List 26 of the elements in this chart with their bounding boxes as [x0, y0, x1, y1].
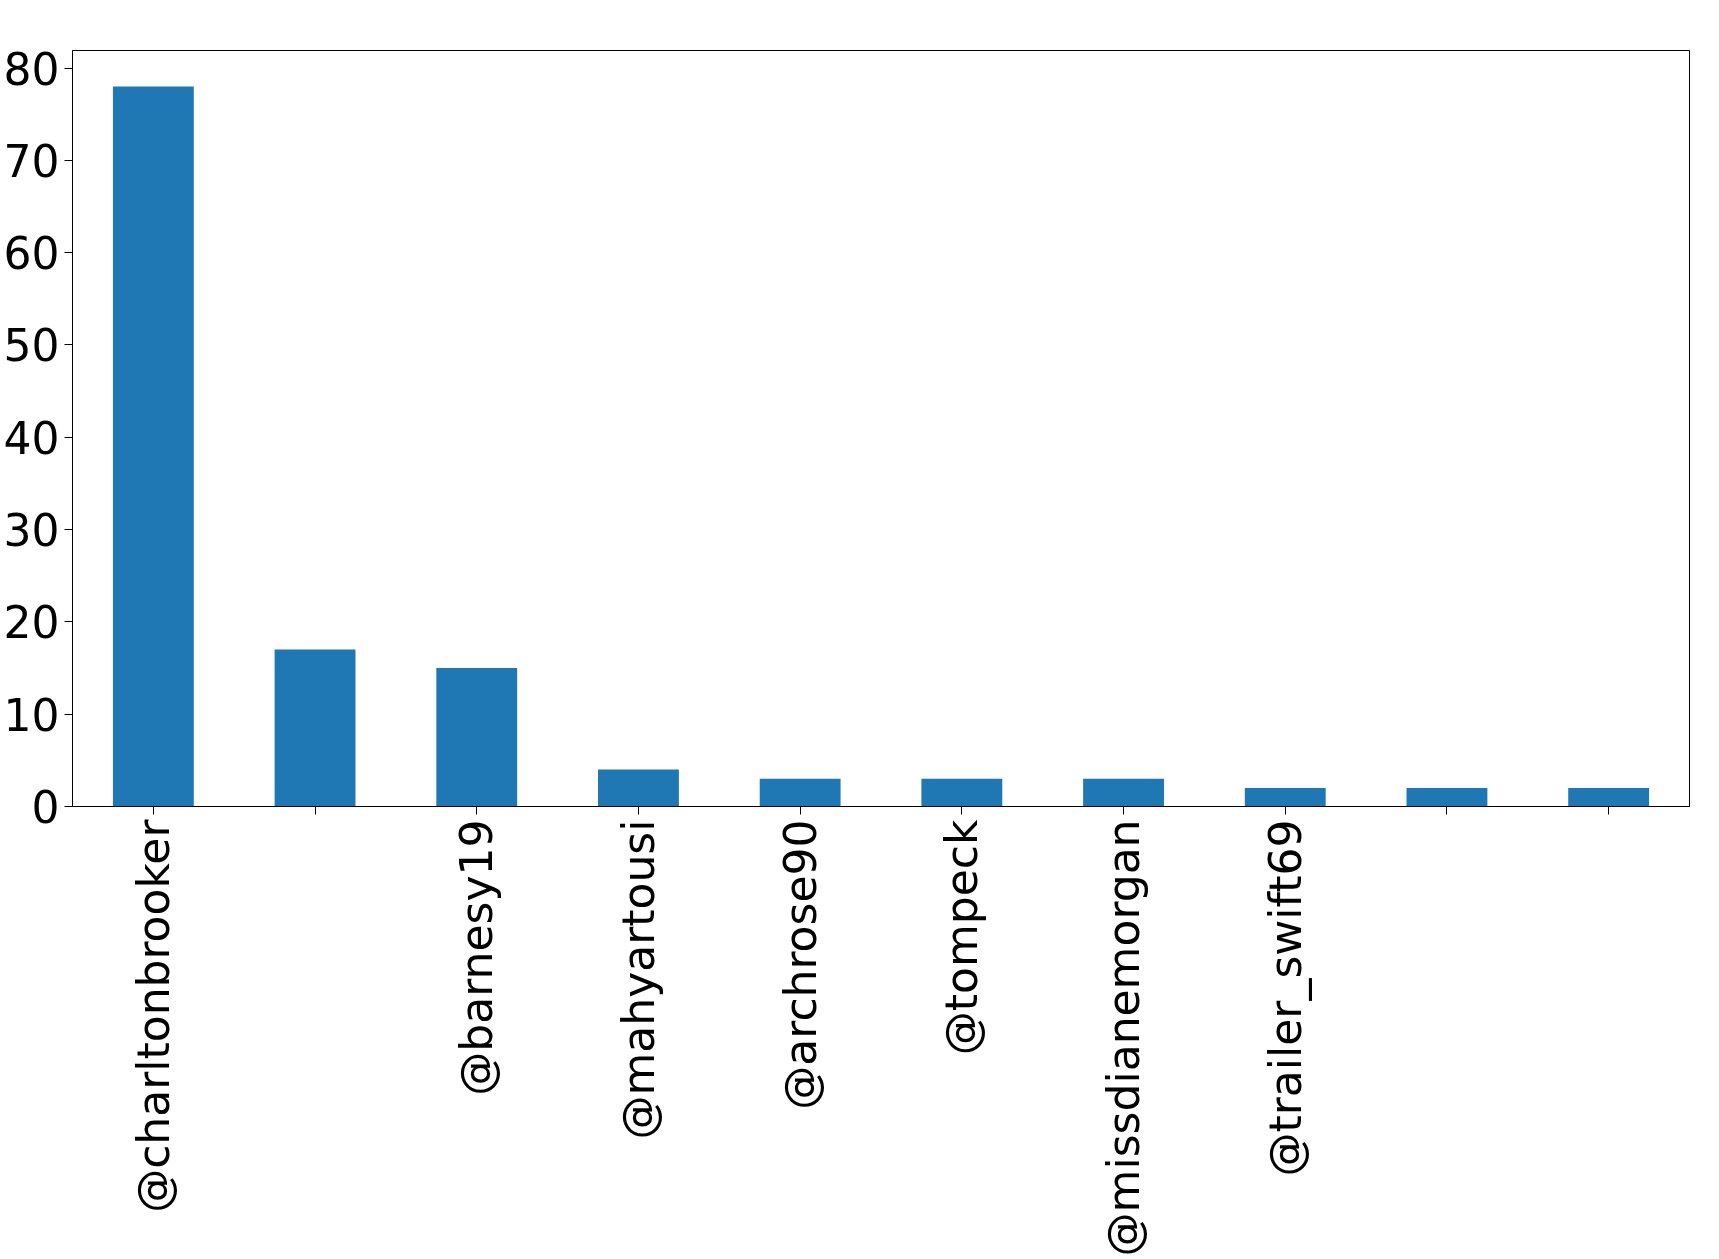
x-tick-label: @mahyartousi [612, 819, 664, 1140]
y-tick-label: 10 [3, 689, 60, 741]
bar [274, 649, 356, 807]
bar [1406, 788, 1488, 807]
bar [921, 778, 1003, 807]
bar [112, 86, 194, 807]
x-tick-label: @trailer_swift69 [1259, 819, 1312, 1177]
x-tick-label: @charltonbrooker [127, 818, 179, 1213]
y-tick-label: 20 [3, 597, 60, 649]
bar [436, 668, 518, 807]
y-tick-label: 50 [3, 320, 60, 372]
x-tick-label: @tompeck [936, 818, 988, 1056]
y-tick-label: 80 [3, 43, 60, 95]
y-tick-label: 60 [3, 228, 60, 280]
y-tick-label: 70 [3, 135, 60, 187]
x-tick-label: @barnesy19 [451, 819, 503, 1096]
bar [1568, 788, 1650, 807]
bar [1244, 788, 1326, 807]
y-tick-label: 0 [31, 782, 60, 833]
y-tick-label: 30 [3, 505, 60, 557]
bar [759, 778, 841, 807]
bar [1083, 778, 1164, 807]
x-tick-label: @archrose90 [774, 819, 826, 1110]
y-tick-label: 40 [3, 412, 60, 464]
bar [598, 769, 679, 807]
x-tick-label: @missdianemorgan [1098, 819, 1150, 1257]
